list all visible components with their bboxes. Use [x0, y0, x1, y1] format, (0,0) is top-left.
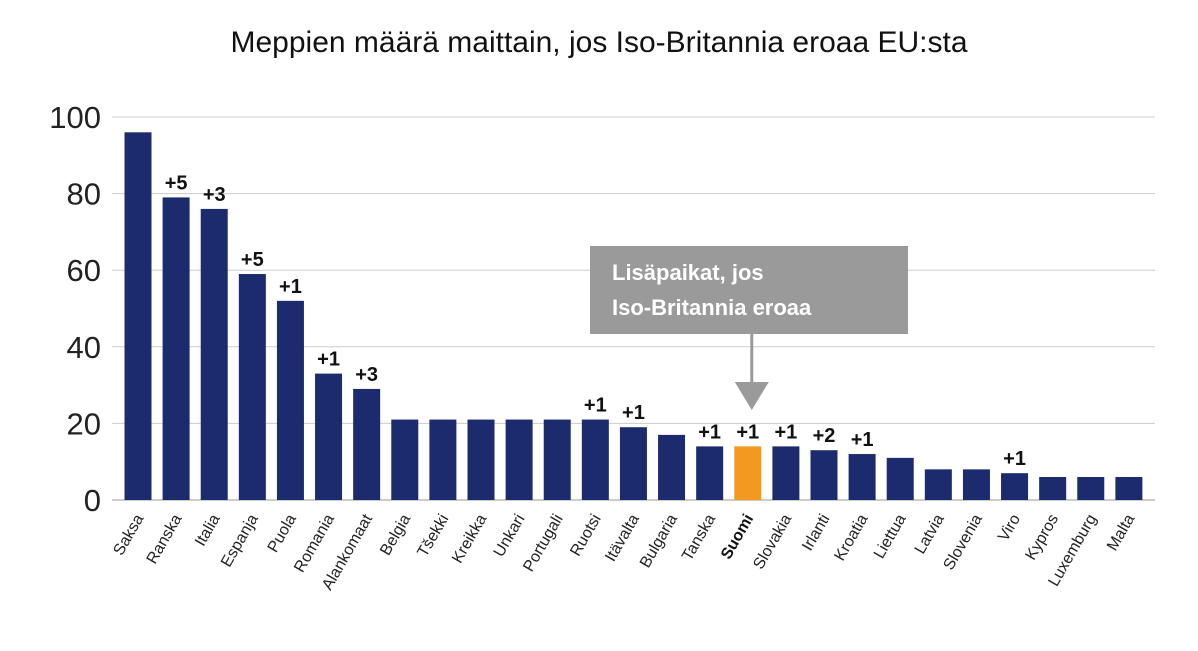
category-label: Tšekki	[415, 512, 453, 561]
data-label: +1	[698, 421, 721, 443]
data-label: +2	[813, 425, 836, 447]
bar-luxemburg	[1077, 477, 1105, 500]
category-label: Malta	[1104, 511, 1138, 553]
category-label: Itävalta	[602, 511, 643, 564]
category-label: Espanja	[218, 511, 262, 570]
bar-slovenia	[962, 469, 990, 500]
bar-irlanti	[810, 450, 838, 500]
bar-itävalta	[619, 427, 647, 500]
category-label: Italia	[192, 511, 224, 549]
category-label: Irlanti	[799, 512, 833, 554]
data-label: +1	[279, 276, 302, 298]
y-tick-label: 20	[67, 406, 101, 441]
category-label: Tanska	[679, 511, 719, 563]
bar-italia	[200, 208, 228, 501]
data-label: +5	[241, 249, 264, 271]
chart-title: Meppien määrä maittain, jos Iso-Britanni…	[230, 26, 968, 59]
bar-alankomaat	[353, 388, 381, 500]
bar-romania	[315, 373, 343, 500]
bar-tšekki	[429, 419, 457, 500]
bar-kreikka	[467, 419, 495, 500]
y-tick-label: 100	[49, 100, 101, 135]
bar-tanska	[696, 446, 724, 500]
category-label: Kypros	[1023, 512, 1063, 564]
bar-espanja	[238, 274, 266, 500]
bar-ranska	[162, 197, 190, 500]
category-label: Ranska	[144, 511, 186, 567]
bar-malta	[1115, 477, 1143, 500]
category-label: Slovakia	[750, 511, 795, 572]
data-label: +5	[165, 172, 188, 194]
y-axis-ticks: 0 20 40 60 80 100	[49, 100, 101, 518]
category-label: Viro	[995, 511, 1024, 544]
y-tick-label: 0	[84, 483, 101, 518]
y-tick-label: 40	[67, 330, 101, 365]
bar-portugali	[543, 419, 571, 500]
bar-liettua	[886, 457, 914, 500]
bar-unkari	[505, 419, 533, 500]
data-label: +1	[1003, 448, 1026, 470]
category-label: Kroatia	[832, 511, 872, 563]
data-label: +1	[851, 429, 874, 451]
bar-kroatia	[848, 454, 876, 500]
category-label: Puola	[265, 511, 300, 555]
bar-viro	[1001, 473, 1029, 500]
category-label: Liettua	[871, 511, 910, 561]
bar-ruotsi	[581, 419, 609, 500]
data-label: +1	[622, 402, 645, 424]
bar-latvia	[924, 469, 952, 500]
data-label: +3	[355, 364, 378, 386]
bar-bulgaria	[658, 434, 686, 500]
bar-kypros	[1039, 477, 1067, 500]
data-label: +1	[736, 421, 759, 443]
category-label: Latvia	[912, 511, 948, 557]
category-label: Saksa	[111, 511, 148, 558]
category-label: Suomi	[718, 512, 757, 563]
callout-arrow-head	[734, 382, 769, 410]
callout-text: Lisäpaikat, jos	[612, 260, 764, 285]
y-tick-label: 80	[67, 177, 101, 212]
callout-box	[590, 246, 908, 334]
bars	[124, 132, 1143, 501]
category-label: Unkari	[491, 512, 529, 561]
bar-puola	[276, 300, 304, 500]
data-label: +1	[584, 395, 607, 417]
bar-slovakia	[772, 446, 800, 500]
category-label: Ruotsi	[567, 512, 604, 560]
category-label: Bulgaria	[637, 511, 681, 570]
callout-text: Iso-Britannia eroaa	[612, 295, 812, 320]
bar-belgia	[391, 419, 419, 500]
annotation-callout: Lisäpaikat, jos Iso-Britannia eroaa	[590, 246, 908, 410]
category-label: Belgia	[377, 511, 414, 558]
category-label: Kreikka	[449, 511, 490, 566]
bar-suomi	[734, 446, 762, 500]
bar-saksa	[124, 132, 152, 500]
data-labels: +5 +3 +5 +1 +1 +3 +1 +1 +1 +1 +1 +2 +1 +1	[165, 172, 1026, 470]
data-label: +3	[203, 184, 226, 206]
data-label: +1	[317, 349, 340, 371]
data-label: +1	[774, 421, 797, 443]
y-tick-label: 60	[67, 253, 101, 288]
